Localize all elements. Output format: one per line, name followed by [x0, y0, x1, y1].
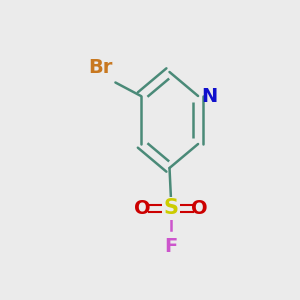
- Text: F: F: [164, 237, 178, 256]
- Text: O: O: [134, 199, 151, 218]
- Text: N: N: [202, 86, 218, 106]
- Text: Br: Br: [88, 58, 112, 77]
- Text: O: O: [191, 199, 208, 218]
- Text: S: S: [164, 199, 178, 218]
